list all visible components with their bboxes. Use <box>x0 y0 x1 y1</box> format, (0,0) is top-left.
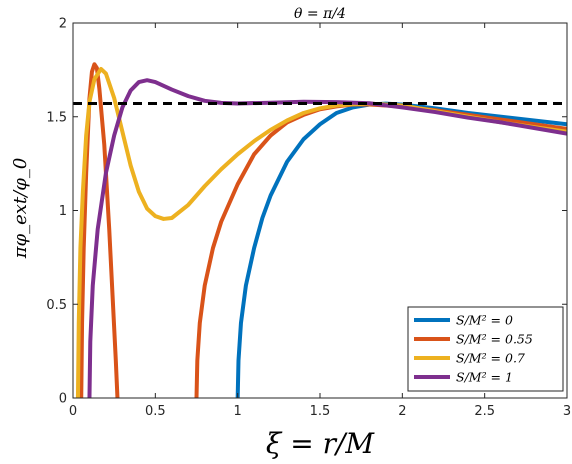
y-tick-label: 0 <box>59 392 67 407</box>
legend-label-3: S/M² = 1 <box>456 370 513 385</box>
y-tick-label: 0.5 <box>46 298 67 313</box>
x-tick-label: 3 <box>563 404 571 419</box>
legend-label-2: S/M² = 0.7 <box>456 351 525 366</box>
legend-label-1: S/M² = 0.55 <box>456 332 533 347</box>
series-line-1-segment-0 <box>79 62 120 398</box>
y-tick-label: 1.5 <box>46 110 67 125</box>
y-tick-label: 1 <box>59 204 67 219</box>
y-axis-label: πφ_ext/φ_0 <box>10 158 31 260</box>
plot-area <box>73 62 567 398</box>
chart-title: θ = π/4 <box>294 6 346 22</box>
legend-label-0: S/M² = 0 <box>456 313 513 328</box>
x-tick-label: 0.5 <box>145 404 166 419</box>
y-tick-label: 2 <box>59 17 67 32</box>
axes: 0 0.5 1 1.5 2 2.5 3 0 0.5 1 1.5 2 <box>46 17 571 420</box>
x-tick-label: 1.5 <box>310 404 331 419</box>
x-tick-label: 2.5 <box>474 404 495 419</box>
series-line-3-segment-0 <box>87 78 567 398</box>
x-tick-label: 2 <box>398 404 406 419</box>
legend: S/M² = 0 S/M² = 0.55 S/M² = 0.7 S/M² = 1 <box>407 306 564 392</box>
x-tick-label: 1 <box>234 404 242 419</box>
x-axis-label: ξ = r/M <box>266 427 376 460</box>
x-tick-label: 0 <box>69 404 77 419</box>
